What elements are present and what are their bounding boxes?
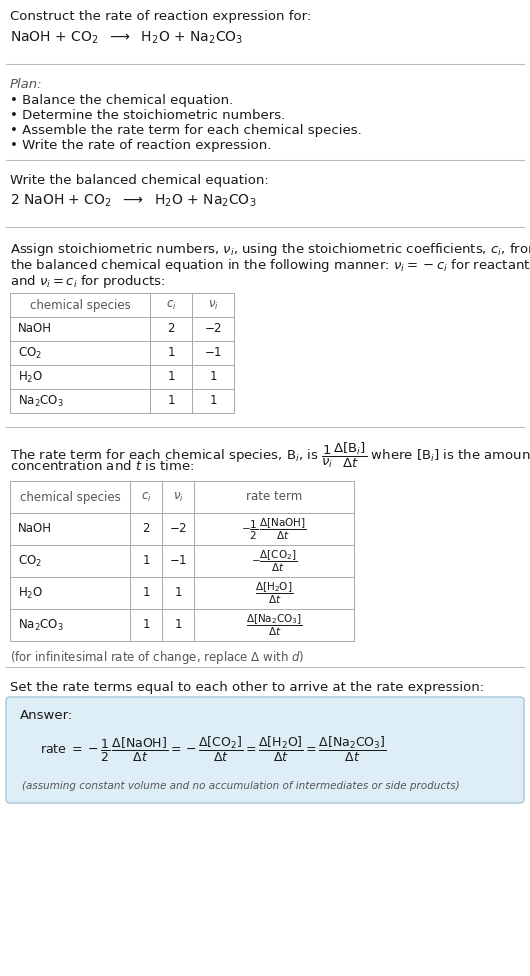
Text: 1: 1 [209, 371, 217, 384]
Text: concentration and $t$ is time:: concentration and $t$ is time: [10, 459, 194, 473]
Text: 1: 1 [174, 619, 182, 631]
Text: • Balance the chemical equation.: • Balance the chemical equation. [10, 94, 233, 107]
Text: Answer:: Answer: [20, 709, 73, 722]
Text: 1: 1 [142, 554, 150, 567]
Text: • Determine the stoichiometric numbers.: • Determine the stoichiometric numbers. [10, 109, 285, 122]
Text: Plan:: Plan: [10, 78, 42, 91]
Text: chemical species: chemical species [20, 491, 120, 504]
Text: Write the balanced chemical equation:: Write the balanced chemical equation: [10, 174, 269, 187]
FancyBboxPatch shape [6, 697, 524, 803]
Text: $c_i$: $c_i$ [140, 491, 152, 504]
Text: Assign stoichiometric numbers, $\nu_i$, using the stoichiometric coefficients, $: Assign stoichiometric numbers, $\nu_i$, … [10, 241, 530, 258]
Text: NaOH: NaOH [18, 322, 52, 336]
Text: CO$_2$: CO$_2$ [18, 553, 42, 569]
Text: 1: 1 [209, 394, 217, 408]
Text: and $\nu_i = c_i$ for products:: and $\nu_i = c_i$ for products: [10, 273, 165, 290]
Text: H$_2$O: H$_2$O [18, 586, 43, 600]
Text: The rate term for each chemical species, B$_i$, is $\dfrac{1}{\nu_i}\dfrac{\Delt: The rate term for each chemical species,… [10, 441, 530, 470]
Text: CO$_2$: CO$_2$ [18, 346, 42, 360]
Text: • Write the rate of reaction expression.: • Write the rate of reaction expression. [10, 139, 271, 152]
Text: 1: 1 [174, 587, 182, 599]
Text: chemical species: chemical species [30, 299, 130, 311]
Text: 1: 1 [167, 346, 175, 359]
Text: $-\dfrac{1}{2}\,\dfrac{\Delta[\mathrm{NaOH}]}{\Delta t}$: $-\dfrac{1}{2}\,\dfrac{\Delta[\mathrm{Na… [241, 516, 307, 542]
Text: Construct the rate of reaction expression for:: Construct the rate of reaction expressio… [10, 10, 311, 23]
Text: • Assemble the rate term for each chemical species.: • Assemble the rate term for each chemic… [10, 124, 362, 137]
Text: (assuming constant volume and no accumulation of intermediates or side products): (assuming constant volume and no accumul… [22, 781, 460, 791]
Text: Set the rate terms equal to each other to arrive at the rate expression:: Set the rate terms equal to each other t… [10, 681, 484, 694]
Text: 1: 1 [167, 371, 175, 384]
Text: $-1$: $-1$ [169, 554, 187, 567]
Text: $\dfrac{\Delta[\mathrm{Na_2CO_3}]}{\Delta t}$: $\dfrac{\Delta[\mathrm{Na_2CO_3}]}{\Delt… [245, 612, 303, 637]
Text: 1: 1 [167, 394, 175, 408]
Text: the balanced chemical equation in the following manner: $\nu_i = -c_i$ for react: the balanced chemical equation in the fo… [10, 257, 530, 274]
Text: (for infinitesimal rate of change, replace Δ with $d$): (for infinitesimal rate of change, repla… [10, 649, 304, 666]
Text: 2 NaOH + CO$_2$  $\longrightarrow$  H$_2$O + Na$_2$CO$_3$: 2 NaOH + CO$_2$ $\longrightarrow$ H$_2$O… [10, 193, 257, 210]
Text: 2: 2 [167, 322, 175, 336]
Text: $\nu_i$: $\nu_i$ [173, 491, 183, 504]
Text: $-2$: $-2$ [204, 322, 222, 336]
Text: H$_2$O: H$_2$O [18, 370, 43, 385]
Text: $-\dfrac{\Delta[\mathrm{CO_2}]}{\Delta t}$: $-\dfrac{\Delta[\mathrm{CO_2}]}{\Delta t… [251, 549, 297, 574]
Text: $c_i$: $c_i$ [166, 299, 176, 311]
Text: Na$_2$CO$_3$: Na$_2$CO$_3$ [18, 393, 64, 409]
Text: rate $= -\dfrac{1}{2}\,\dfrac{\Delta[\mathrm{NaOH}]}{\Delta t} = -\dfrac{\Delta[: rate $= -\dfrac{1}{2}\,\dfrac{\Delta[\ma… [40, 735, 387, 764]
Text: NaOH: NaOH [18, 522, 52, 536]
Text: $\dfrac{\Delta[\mathrm{H_2O}]}{\Delta t}$: $\dfrac{\Delta[\mathrm{H_2O}]}{\Delta t}… [255, 581, 293, 606]
Text: 1: 1 [142, 619, 150, 631]
Text: 1: 1 [142, 587, 150, 599]
Text: NaOH + CO$_2$  $\longrightarrow$  H$_2$O + Na$_2$CO$_3$: NaOH + CO$_2$ $\longrightarrow$ H$_2$O +… [10, 30, 243, 47]
Text: 2: 2 [142, 522, 150, 536]
Text: rate term: rate term [246, 491, 302, 504]
Text: Na$_2$CO$_3$: Na$_2$CO$_3$ [18, 618, 64, 632]
Text: $\nu_i$: $\nu_i$ [208, 299, 218, 311]
Text: $-1$: $-1$ [204, 346, 222, 359]
Text: $-2$: $-2$ [169, 522, 187, 536]
